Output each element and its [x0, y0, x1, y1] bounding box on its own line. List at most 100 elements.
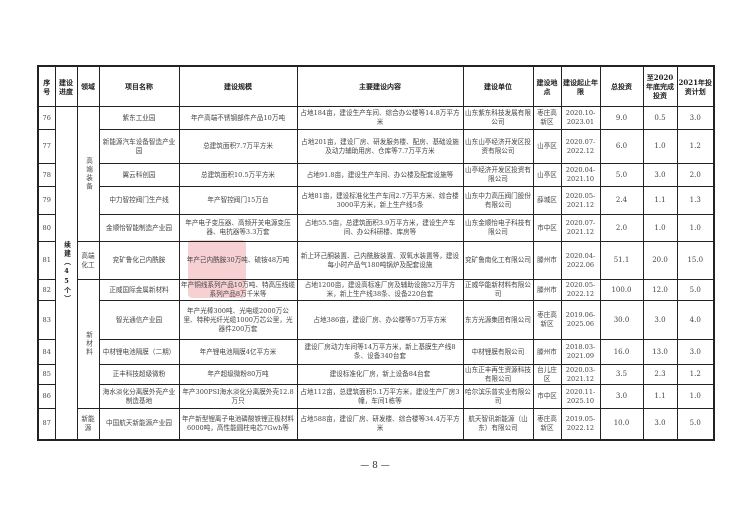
- row-number: 84: [37, 339, 56, 365]
- table-row: 78 翼云科创园 总建筑面积10.5万平方米 占地91.8亩，建设生产车间、办公楼及配…: [37, 163, 715, 187]
- row-number: 83: [37, 300, 56, 340]
- project-name: 中材锂电池隔膜（二期）: [98, 339, 180, 365]
- investment-completed-2020: 3.0: [642, 300, 678, 340]
- construction-location: 枣庄高新区: [532, 106, 562, 130]
- construction-scale: 年产己内酰胺30万吨、硫铵48万吨: [178, 241, 298, 280]
- construction-content: 占地81亩，建设标准化生产车间2.7万平方米、综合楼3000平方米，新上生产线5…: [296, 186, 464, 215]
- total-investment: 3.5: [599, 364, 644, 385]
- table-row: 76 续建（45个） 高端装备 紫东工业园 年产高端不锈钢部件产品10万吨 占地184亩，…: [37, 106, 715, 440]
- construction-scale: 年产超级微粉80万吨: [178, 364, 298, 385]
- column-header: 建设起止年限: [560, 65, 601, 107]
- row-number: 86: [37, 384, 56, 409]
- project-name: 中国航天新能源产业园: [98, 408, 180, 440]
- total-investment: 2.4: [599, 186, 644, 215]
- sector-cell: 高端装备: [76, 106, 100, 242]
- column-header: 建设规模: [178, 65, 298, 107]
- construction-scale: 年产300PSI海水淡化分离膜外壳12.8万只: [178, 384, 298, 409]
- table-row: 79 中力智控阀门生产线 年产智控阀门15万台 占地81亩，建设标准化生产车间2.7万…: [37, 186, 715, 215]
- investment-plan-2021: 1.0: [676, 384, 715, 409]
- construction-content: 占地91.8亩，建设生产车间、办公楼及配套设施等: [296, 163, 464, 187]
- row-number: 82: [37, 279, 56, 301]
- construction-location: 滕州市: [532, 241, 562, 280]
- construction-period: 2020.10-2023.01: [560, 106, 601, 130]
- construction-content: 占地201亩，建设厂房、研发服务楼、配房、基础设施及动力辅助用房、仓库等7.7万…: [296, 129, 464, 164]
- construction-unit: 东方光源集团有限公司: [462, 300, 534, 340]
- column-header: 主要建设内容: [296, 65, 464, 107]
- row-number: 77: [37, 129, 56, 164]
- investment-plan-2021: 2.0: [676, 163, 715, 187]
- investment-completed-2020: 1.0: [642, 214, 678, 242]
- construction-scale: 年产高端不锈钢部件产品10万吨: [178, 106, 298, 130]
- construction-location: 滕州市: [532, 279, 562, 301]
- project-name: 翼云科创园: [98, 163, 180, 187]
- column-header: 2021年投资计划: [676, 65, 715, 107]
- construction-location: 山亭区: [532, 129, 562, 164]
- construction-content: 占地1200亩，建设高标准厂房及辅助设施52万平方米，新上生产线38条、设备22…: [296, 279, 464, 301]
- table-row: 84 中材锂电池隔膜（二期） 年产锂电池隔膜4亿平方米 建设厂房动力车间等14万平方米…: [37, 339, 715, 365]
- row-number: 76: [37, 106, 56, 130]
- row-number: 80: [37, 214, 56, 242]
- column-header: 项目名称: [98, 65, 180, 107]
- construction-content: 占地55.5亩，总建筑面积3.9万平方米，建设生产车间、办公科研楼、库房等: [296, 214, 464, 242]
- construction-period: 2018.03-2021.09: [560, 339, 601, 365]
- investment-plan-2021: 1.3: [676, 186, 715, 215]
- construction-location: 枣庄高新区: [532, 300, 562, 340]
- construction-period: 2020.05-2022.12: [560, 279, 601, 301]
- table-row: 80 金顺怡智能制造产业园 年产电子变压器、高频开关电源变压器、电抗器等3.3万套占…: [37, 214, 715, 242]
- total-investment: 51.1: [599, 241, 644, 280]
- construction-unit: 山亭经济开发区投资有限公司: [462, 163, 534, 187]
- project-name: 紫东工业园: [98, 106, 180, 130]
- row-number: 78: [37, 163, 56, 187]
- construction-unit: 航天智讯新能源（山东）有限公司: [462, 408, 534, 440]
- total-investment: 16.0: [599, 339, 644, 365]
- construction-period: 2019.06-2025.06: [560, 300, 601, 340]
- construction-unit: 兖矿鲁南化工有限公司: [462, 241, 534, 280]
- header-row: 序号 建设进度 领域 项目名称 建设规模 主要建设内容 建设单位 建设地点 建设起止年限 总投资至…: [37, 65, 715, 107]
- investment-completed-2020: 1.1: [642, 384, 678, 409]
- table-row: 87 新能源 中国航天新能源产业园 年产新型锂离子电池磷酸铁锂正极材料6000吨，高性…: [37, 408, 715, 440]
- column-header: 建设地点: [532, 65, 562, 107]
- investment-completed-2020: 3.0: [642, 408, 678, 440]
- construction-unit: 山东紫东科技发展有限公司: [462, 106, 534, 130]
- construction-scale: 年产智控阀门15万台: [178, 186, 298, 215]
- construction-location: 薛城区: [532, 186, 562, 215]
- construction-scale: 总建筑面积7.7万平方米: [178, 129, 298, 164]
- sector-cell: 高端化工: [76, 241, 100, 280]
- table-body: 76 续建（45个） 高端装备 紫东工业园 年产高端不锈钢部件产品10万吨 占地184亩，…: [37, 106, 715, 440]
- investment-completed-2020: 1.0: [642, 129, 678, 164]
- construction-period: 2020.07-2022.12: [560, 129, 601, 164]
- investment-completed-2020: 0.5: [642, 106, 678, 130]
- construction-content: 占地184亩，建设生产车间、综合办公楼等14.8万平方米: [296, 106, 464, 130]
- page-number: — 8 —: [360, 461, 390, 471]
- project-name: 正丰科技超级微粉: [98, 364, 180, 385]
- row-number: 81: [37, 241, 56, 280]
- table-row: 77 新能源汽车设备智造产业园 总建筑面积7.7万平方米 占地201亩，建设厂房、研发…: [37, 129, 715, 164]
- table-row: 86 海水淡化分离膜外壳产业制造基地 年产300PSI海水淡化分离膜外壳12.8万只…: [37, 384, 715, 409]
- project-table: 序号 建设进度 领域 项目名称 建设规模 主要建设内容 建设单位 建设地点 建设起止年限 总投资至…: [37, 65, 715, 441]
- construction-scale: 年产铜线系列产品10万吨、特高压线缆系列产品8万千米等: [178, 279, 298, 301]
- construction-period: 2020.04-2021.10: [560, 163, 601, 187]
- investment-completed-2020: 1.1: [642, 186, 678, 215]
- investment-completed-2020: 13.0: [642, 339, 678, 365]
- table-row: 85 正丰科技超级微粉 年产超级微粉80万吨 建设标准化厂房，新上设备84台套 山东正丰…: [37, 364, 715, 385]
- investment-completed-2020: 12.0: [642, 279, 678, 301]
- investment-plan-2021: 4.0: [676, 300, 715, 340]
- construction-content: 建设厂房动力车间等14万平方米，新上基膜生产线8条、设备340台套: [296, 339, 464, 365]
- total-investment: 30.0: [599, 300, 644, 340]
- project-name: 正威国际金属新材料: [98, 279, 180, 301]
- construction-content: 占地588亩，建设厂房、研发楼、综合楼等34.4万平方米: [296, 408, 464, 440]
- total-investment: 9.0: [599, 106, 644, 130]
- table-row: 82 新材料 正威国际金属新材料 年产铜线系列产品10万吨、特高压线缆系列产品8万千米…: [37, 279, 715, 409]
- construction-unit: 山东正丰再生资源科技有限公司: [462, 364, 534, 385]
- project-name: 海水淡化分离膜外壳产业制造基地: [98, 384, 180, 409]
- column-header: 序号: [37, 65, 56, 107]
- construction-period: 2020.05-2021.12: [560, 186, 601, 215]
- investment-plan-2021: 5.0: [676, 408, 715, 440]
- construction-content: 新上环己酮装置、己内酰胺装置、双氧水装置等，建设每小时产品气180吨锅炉及配套设…: [296, 241, 464, 280]
- column-header: 总投资: [599, 65, 644, 107]
- construction-unit: 哈尔滨乐普实业有限公司: [462, 384, 534, 409]
- construction-content: 占地112亩，总建筑面积5.1万平方米，建设生产厂房3幢，车间1栋等: [296, 384, 464, 409]
- table-row: 81 高端化工 兖矿鲁化己内酰胺 年产己内酰胺30万吨、硫铵48万吨 新上环己酮装置、己…: [37, 241, 715, 280]
- project-name: 中力智控阀门生产线: [98, 186, 180, 215]
- construction-period: 2020.07-2021.12: [560, 214, 601, 242]
